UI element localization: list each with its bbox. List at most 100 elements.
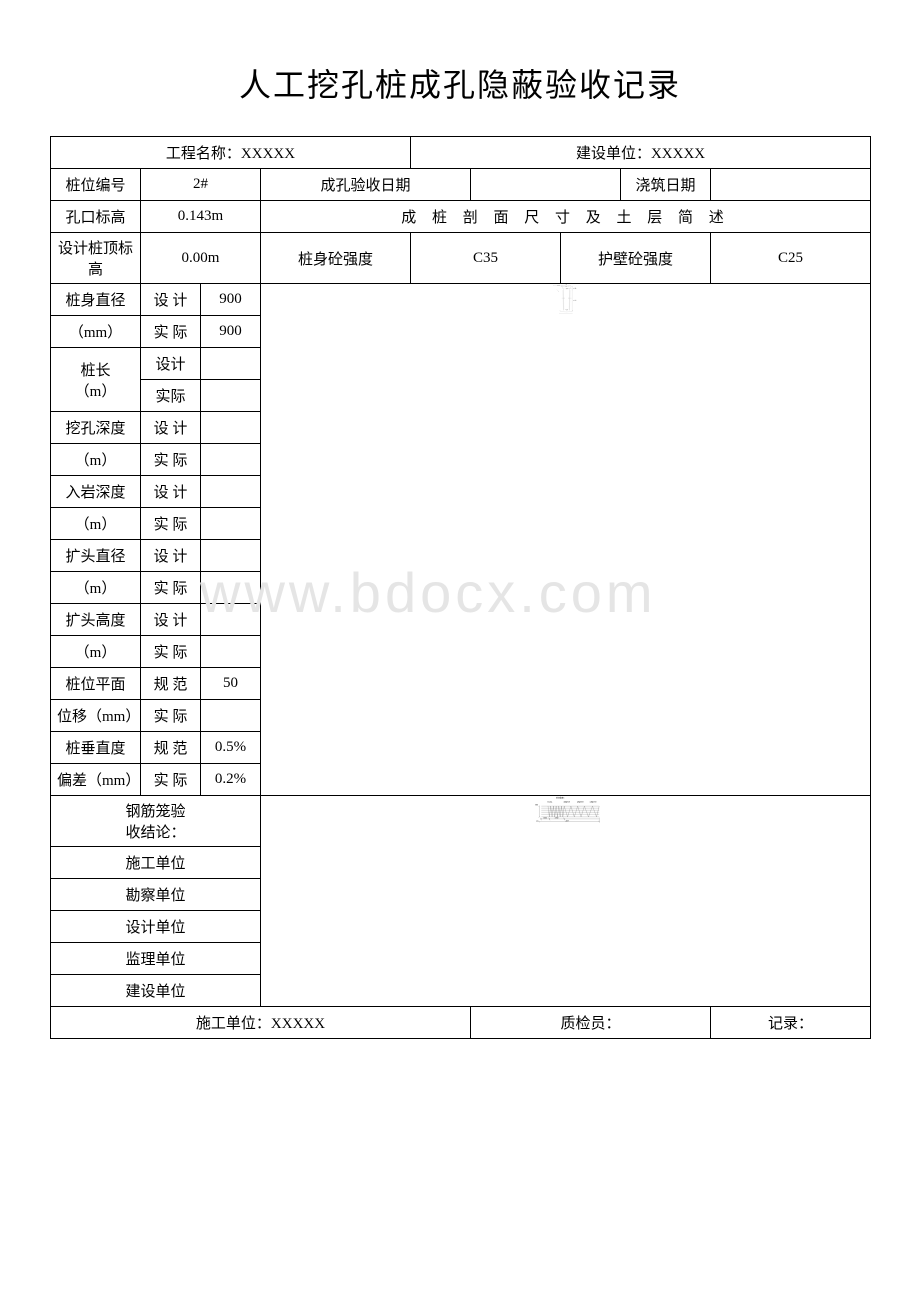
p1-dl: 设计 <box>141 348 201 380</box>
rebar-l2: 收结论： <box>125 825 185 841</box>
p7-l2: 偏差（mm） <box>51 764 141 796</box>
hole-date-value <box>471 169 621 201</box>
footer-sg-value: XXXXX <box>271 1016 325 1032</box>
builder-cell: 建设单位：XXXXX <box>411 137 871 169</box>
sd-top-width: 1250 <box>566 284 568 286</box>
hole-date-label: 成孔验收日期 <box>261 169 471 201</box>
pour-date-label: 浇筑日期 <box>621 169 711 201</box>
p6-l2: 位移（mm） <box>51 700 141 732</box>
p0-al: 实 际 <box>141 316 201 348</box>
pile-no-value: 2# <box>141 169 261 201</box>
rd-main: 12φ14 <box>547 802 552 804</box>
p3-dl: 设 计 <box>141 476 201 508</box>
p7-dl: 规 范 <box>141 732 201 764</box>
p2-dl: 设 计 <box>141 412 201 444</box>
p1-l1: 桩长 <box>80 363 110 379</box>
p2-l1: 挖孔深度 <box>51 412 141 444</box>
p1-al: 实际 <box>141 380 201 412</box>
rd-off: 175 <box>536 821 539 823</box>
rebar-conclusion-cell: 钢筋笼验 收结论： <box>51 796 261 847</box>
footer-sg-label: 施工单位： <box>196 1016 271 1032</box>
body-str-value: C35 <box>411 233 561 284</box>
rd-seg1: 1000 <box>543 818 547 820</box>
footer-rec: 记录： <box>711 1007 871 1039</box>
p1-l2: （m） <box>75 384 117 400</box>
footer-sg: 施工单位：XXXXX <box>51 1007 471 1039</box>
p1-av <box>201 380 261 412</box>
section-diagram: 0.143m 1250 900 <box>261 284 870 315</box>
kou-value: 0.143m <box>141 201 261 233</box>
rd-s1: φ8@150 <box>564 802 571 804</box>
p4-av <box>201 572 261 604</box>
footer-qc: 质检员： <box>471 1007 711 1039</box>
p2-av <box>201 444 261 476</box>
p4-dl: 设 计 <box>141 540 201 572</box>
top-label: 设计桩顶标高 <box>51 233 141 284</box>
rebar-l1: 钢筋笼验 <box>125 804 185 820</box>
pour-date-value <box>711 169 871 201</box>
p6-al: 实 际 <box>141 700 201 732</box>
p0-av: 900 <box>201 316 261 348</box>
project-value: XXXXX <box>241 146 295 162</box>
p6-av <box>201 700 261 732</box>
unit-jianshe: 建设单位 <box>51 975 261 1007</box>
rd-h: 900 <box>535 805 538 807</box>
p5-dv <box>201 604 261 636</box>
sd-float: 1000 浮浆 <box>573 287 576 290</box>
wall-str-label: 护壁砼强度 <box>561 233 711 284</box>
p0-l1: 桩身直径 <box>51 284 141 316</box>
p3-al: 实 际 <box>141 508 201 540</box>
p4-l2: （m） <box>51 572 141 604</box>
body-str-label: 桩身砼强度 <box>261 233 411 284</box>
kou-label: 孔口标高 <box>51 201 141 233</box>
p6-dl: 规 范 <box>141 668 201 700</box>
p5-l1: 扩头高度 <box>51 604 141 636</box>
p0-dv: 900 <box>201 284 261 316</box>
builder-value: XXXXX <box>651 146 705 162</box>
p6-l1: 桩位平面 <box>51 668 141 700</box>
p7-al: 实 际 <box>141 764 201 796</box>
p2-dv <box>201 412 261 444</box>
page-title: 人工挖孔桩成孔隐蔽验收记录 <box>50 60 870 106</box>
rd-s2: φ8@250 <box>577 802 584 804</box>
rebar-diagram-cell: 桩身配筋： 12φ14 φ8@150 φ8@250 φ8@250 900 <box>261 796 871 1007</box>
p4-al: 实 际 <box>141 572 201 604</box>
unit-kancha: 勘察单位 <box>51 879 261 911</box>
pile-no-label: 桩位编号 <box>51 169 141 201</box>
sd-zero: 0.00 m <box>566 287 569 289</box>
p5-dl: 设 计 <box>141 604 201 636</box>
p6-dv: 50 <box>201 668 261 700</box>
p1-dv <box>201 348 261 380</box>
p2-al: 实 际 <box>141 444 201 476</box>
unit-sheji: 设计单位 <box>51 911 261 943</box>
p0-l2: （mm） <box>51 316 141 348</box>
p7-l1: 桩垂直度 <box>51 732 141 764</box>
sd-pile-len: 4757 桩长 <box>573 299 576 302</box>
p7-av: 0.2% <box>201 764 261 796</box>
main-table: 工程名称：XXXXX 建设单位：XXXXX 桩位编号 2# 成孔验收日期 浇筑日… <box>50 136 871 1039</box>
p1-label: 桩长 （m） <box>51 348 141 412</box>
p3-dv <box>201 476 261 508</box>
builder-label: 建设单位： <box>576 146 651 162</box>
unit-shigong: 施工单位 <box>51 847 261 879</box>
section-diagram-cell: 0.143m 1250 900 <box>261 284 871 796</box>
p0-dl: 设 计 <box>141 284 201 316</box>
p4-l1: 扩头直径 <box>51 540 141 572</box>
section-label: 成 桩 剖 面 尺 寸 及 土 层 简 述 <box>261 201 871 233</box>
p5-l2: （m） <box>51 636 141 668</box>
unit-jianli: 监理单位 <box>51 943 261 975</box>
p3-l2: （m） <box>51 508 141 540</box>
p2-l2: （m） <box>51 444 141 476</box>
wall-str-value: C25 <box>711 233 871 284</box>
p5-av <box>201 636 261 668</box>
rd-title: 桩身配筋： <box>556 796 565 800</box>
p4-dv <box>201 540 261 572</box>
p3-l1: 入岩深度 <box>51 476 141 508</box>
p7-dv: 0.5% <box>201 732 261 764</box>
p3-av <box>201 508 261 540</box>
project-cell: 工程名称：XXXXX <box>51 137 411 169</box>
rd-seg2: 2700 <box>555 818 559 820</box>
sd-top-elev: 0.143m <box>557 284 560 286</box>
top-value: 0.00m <box>141 233 261 284</box>
p5-al: 实 际 <box>141 636 201 668</box>
